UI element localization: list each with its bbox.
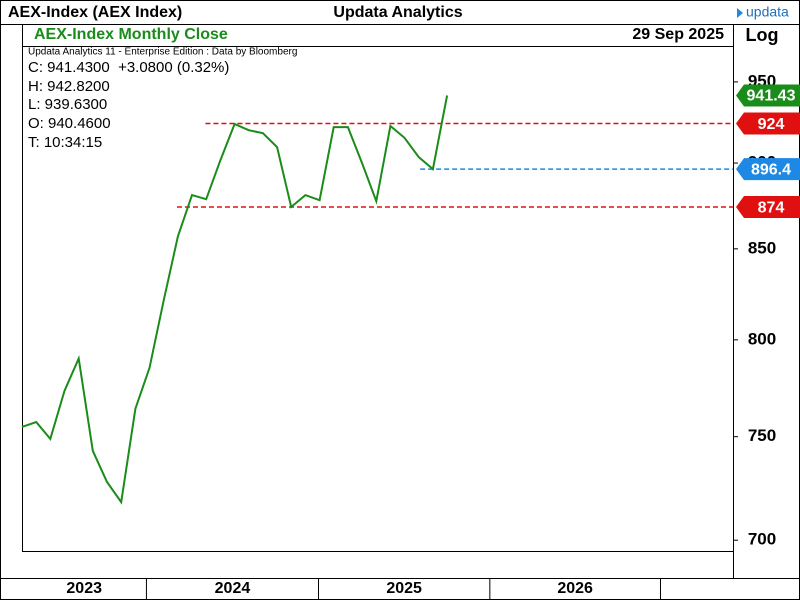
credit: Updata Analytics 11 - Enterprise Edition…: [28, 47, 297, 58]
value-label-box: [736, 158, 800, 181]
x-tick-label: 2024: [215, 580, 251, 597]
y-tick-label: 850: [748, 238, 776, 257]
info-line: O: 940.4600: [28, 115, 111, 132]
value-label-box: [736, 84, 800, 107]
scale-label: Log: [746, 25, 779, 45]
info-line: C: 941.4300 +3.0800 (0.32%): [28, 59, 229, 76]
y-tick-label: 800: [748, 329, 776, 348]
value-label: 896.4: [751, 161, 791, 178]
chart-title: AEX-Index Monthly Close: [34, 26, 228, 43]
y-tick-label: 700: [748, 530, 776, 549]
value-label-box: [736, 112, 800, 135]
x-tick-label: 2023: [66, 580, 102, 597]
value-label: 924: [758, 116, 785, 133]
logo-mark: [737, 8, 743, 18]
x-tick-label: 2025: [386, 580, 422, 597]
app-title: Updata Analytics: [333, 4, 462, 21]
info-line: T: 10:34:15: [28, 134, 102, 151]
instrument-name: AEX-Index (AEX Index): [8, 4, 182, 21]
chart-date: 29 Sep 2025: [632, 26, 724, 43]
value-label: 874: [758, 199, 785, 216]
value-label: 941.43: [747, 88, 796, 105]
y-tick-label: 750: [748, 426, 776, 445]
price-line: [21, 95, 449, 505]
x-tick-label: 2026: [557, 580, 593, 597]
value-label-box: [736, 196, 800, 219]
logo: updata: [746, 4, 789, 20]
info-line: L: 939.6300: [28, 96, 107, 113]
info-line: H: 942.8200: [28, 78, 110, 95]
